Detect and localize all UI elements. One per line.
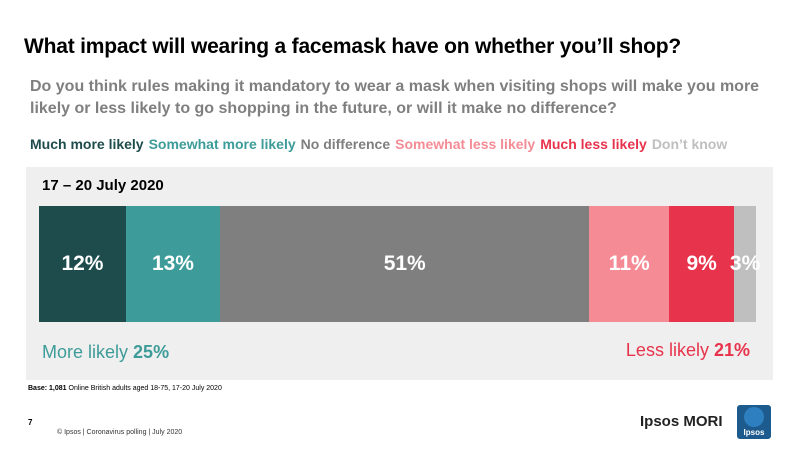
chart-title: What impact will wearing a facemask have… bbox=[24, 35, 682, 58]
net-less-label: Less likely bbox=[625, 340, 709, 360]
legend-entry-0: Much more likely bbox=[30, 136, 144, 152]
chart-legend: Much more likely Somewhat more likely No d… bbox=[30, 136, 732, 152]
bar-segment-5: 3% bbox=[730, 206, 760, 322]
ipsos-logo: Ipsos bbox=[737, 405, 771, 439]
bar-label-2: 51% bbox=[383, 252, 426, 275]
net-more-value: 25% bbox=[133, 342, 170, 362]
bar-segment-2: 51% bbox=[220, 206, 590, 322]
base-count: 1,081 bbox=[49, 385, 67, 392]
bar-segment-1: 13% bbox=[125, 206, 221, 322]
net-less-likely: Less likely 21% bbox=[626, 340, 750, 361]
chart-subtitle: Do you think rules making it mandatory t… bbox=[30, 78, 760, 117]
bar-label-1: 13% bbox=[151, 252, 194, 275]
bar-label-3: 11% bbox=[608, 252, 650, 275]
net-less-value: 21% bbox=[713, 340, 750, 360]
logo-circle bbox=[744, 407, 764, 427]
legend-entry-5: Don’t know bbox=[651, 136, 728, 152]
stacked-bar: 12% 13% 51% 11% 9% 3% bbox=[39, 206, 760, 322]
bar-label-0: 12% bbox=[61, 252, 104, 275]
bar-label-5: 3% bbox=[729, 252, 761, 275]
base-note: Base: 1,081 Online British adults aged 1… bbox=[28, 385, 222, 392]
bar-label-4: 9% bbox=[686, 252, 717, 275]
legend-entry-3: Somewhat less likely bbox=[395, 136, 536, 152]
bar-segment-3: 11% bbox=[589, 206, 670, 322]
legend-entry-1: Somewhat more likely bbox=[148, 136, 296, 152]
legend-entry-2: No difference bbox=[300, 136, 391, 152]
bar-segment-0: 12% bbox=[39, 206, 126, 322]
logo-text: Ipsos bbox=[744, 428, 765, 437]
page-number: 7 bbox=[28, 418, 33, 427]
net-more-label: More likely bbox=[42, 342, 129, 362]
footer-credit: © Ipsos | Coronavirus polling | July 202… bbox=[57, 429, 183, 436]
brand-name: Ipsos MORI bbox=[640, 413, 723, 430]
base-text: Online British adults aged 18-75, 17-20 … bbox=[68, 385, 222, 392]
period-label: 17 – 20 July 2020 bbox=[42, 177, 164, 194]
base-label: Base: bbox=[28, 385, 48, 392]
net-more-likely: More likely 25% bbox=[42, 342, 169, 363]
legend-entry-4: Much less likely bbox=[540, 136, 647, 152]
bar-segment-4: 9% bbox=[669, 206, 735, 322]
